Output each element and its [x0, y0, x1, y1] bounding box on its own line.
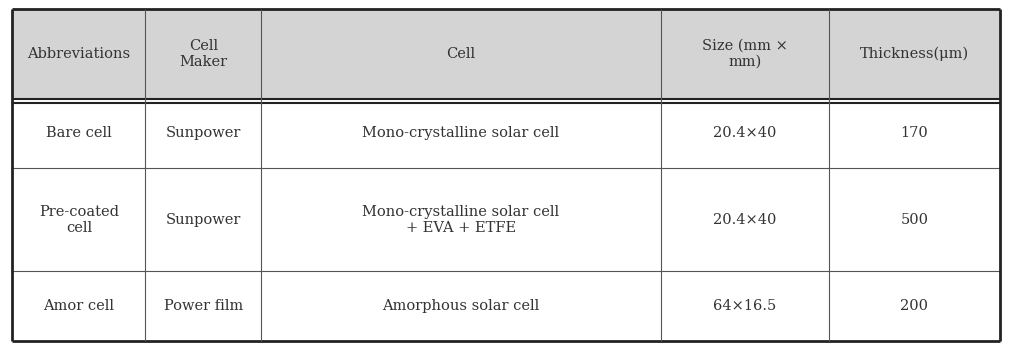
Text: Power film: Power film — [164, 299, 243, 313]
Bar — [261, 9, 660, 99]
Bar — [261, 272, 660, 341]
Text: 20.4×40: 20.4×40 — [713, 126, 776, 140]
Bar — [146, 272, 261, 341]
Bar — [12, 9, 146, 99]
Text: 64×16.5: 64×16.5 — [713, 299, 775, 313]
Bar — [12, 272, 146, 341]
Bar — [828, 99, 999, 168]
Text: Abbreviations: Abbreviations — [27, 47, 130, 61]
Bar — [660, 99, 828, 168]
Bar — [660, 272, 828, 341]
Text: 20.4×40: 20.4×40 — [713, 213, 776, 227]
Text: Mono-crystalline solar cell
+ EVA + ETFE: Mono-crystalline solar cell + EVA + ETFE — [362, 205, 559, 235]
Text: Pre-coated
cell: Pre-coated cell — [38, 205, 118, 235]
Bar — [828, 168, 999, 272]
Bar — [12, 168, 146, 272]
Text: Size (mm ×
mm): Size (mm × mm) — [702, 38, 788, 69]
Text: Cell: Cell — [446, 47, 475, 61]
Text: Sunpower: Sunpower — [166, 126, 241, 140]
Bar — [660, 168, 828, 272]
Text: Cell
Maker: Cell Maker — [179, 38, 227, 69]
Text: Bare cell: Bare cell — [45, 126, 111, 140]
Text: 500: 500 — [900, 213, 927, 227]
Text: 170: 170 — [900, 126, 927, 140]
Bar — [12, 99, 146, 168]
Text: 200: 200 — [900, 299, 927, 313]
Bar — [146, 168, 261, 272]
Bar — [261, 99, 660, 168]
Bar — [261, 168, 660, 272]
Bar — [146, 9, 261, 99]
Bar — [660, 9, 828, 99]
Bar — [828, 9, 999, 99]
Text: Amorphous solar cell: Amorphous solar cell — [382, 299, 539, 313]
Bar — [146, 99, 261, 168]
Text: Sunpower: Sunpower — [166, 213, 241, 227]
Bar — [828, 272, 999, 341]
Text: Mono-crystalline solar cell: Mono-crystalline solar cell — [362, 126, 559, 140]
Text: Amor cell: Amor cell — [43, 299, 114, 313]
Text: Thickness(μm): Thickness(μm) — [859, 47, 968, 61]
